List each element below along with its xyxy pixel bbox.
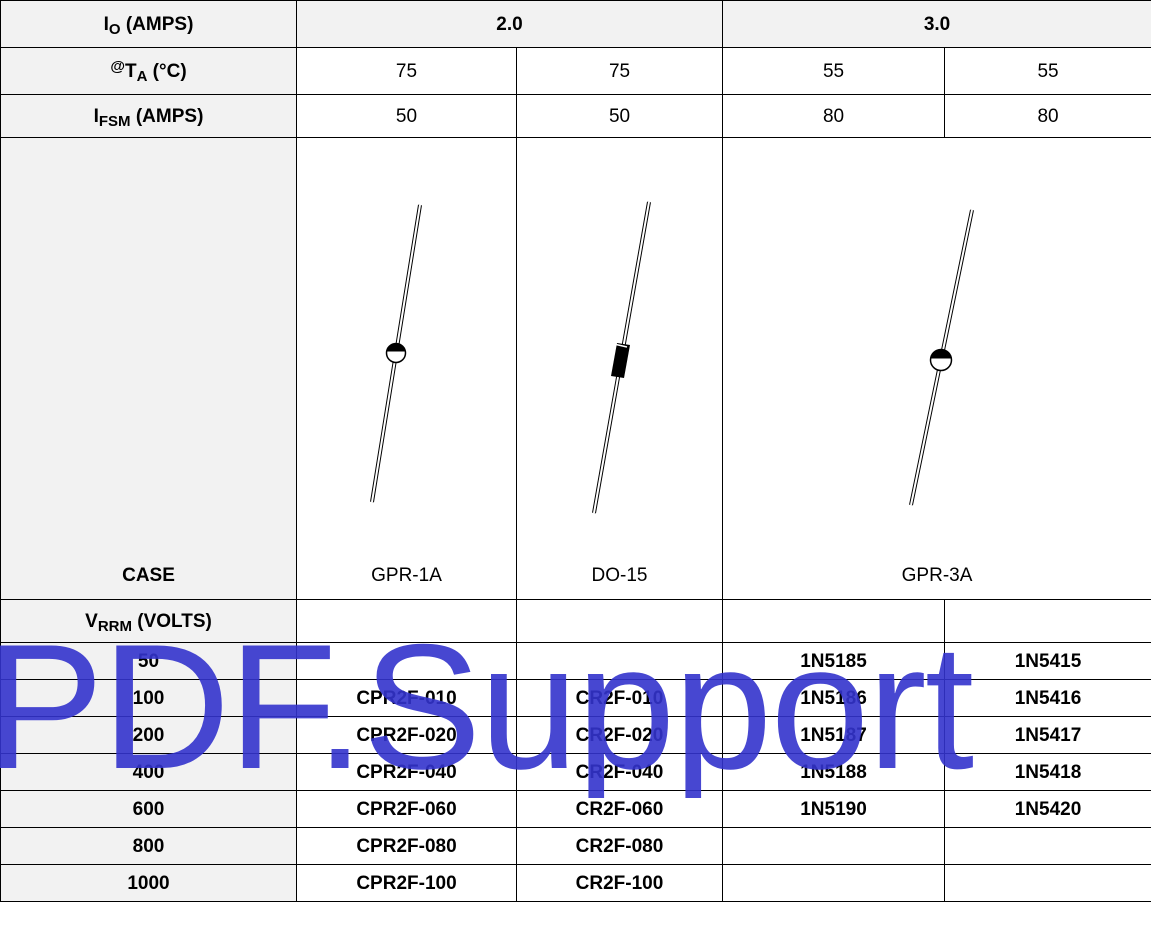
part-number: CPR2F-020	[296, 716, 517, 754]
voltage-row: 800 CPR2F-080 CR2F-080	[0, 827, 1151, 865]
part-number	[515, 642, 724, 680]
ifsm-value: 80	[722, 94, 946, 138]
part-number	[722, 827, 946, 865]
case-label: DO-15	[591, 565, 648, 586]
empty-cell	[722, 599, 946, 643]
part-number: CPR2F-040	[296, 753, 517, 791]
voltage-label: 600	[0, 790, 297, 828]
case-row: CASE GPR-1A	[0, 137, 1151, 600]
part-number: 1N5415	[944, 642, 1151, 680]
voltage-label: 200	[0, 716, 297, 754]
voltage-row: 50 1N5185 1N5415	[0, 642, 1151, 680]
io-row: IO (AMPS) 2.0 3.0	[0, 0, 1151, 48]
case-label: GPR-3A	[901, 565, 973, 586]
part-number: 1N5186	[722, 679, 946, 717]
voltage-label: 1000	[0, 864, 297, 902]
case-cell-gpr1a: GPR-1A	[296, 137, 517, 600]
vrrm-row: VRRM (VOLTS)	[0, 599, 1151, 643]
glass-bead-diode-icon	[909, 209, 974, 506]
voltage-row: 200 CPR2F-020 CR2F-020 1N5187 1N5417	[0, 716, 1151, 754]
case-label: GPR-1A	[371, 565, 442, 586]
part-number: CR2F-020	[515, 716, 724, 754]
part-number: CR2F-040	[515, 753, 724, 791]
ifsm-value: 80	[944, 94, 1151, 138]
part-number: 1N5416	[944, 679, 1151, 717]
voltage-label: 800	[0, 827, 297, 865]
part-number: CR2F-080	[515, 827, 724, 865]
io-header: IO (AMPS)	[0, 0, 297, 48]
part-number: CPR2F-080	[296, 827, 517, 865]
part-number: CPR2F-010	[296, 679, 517, 717]
part-number	[944, 827, 1151, 865]
empty-cell	[944, 599, 1151, 643]
voltage-label: 50	[0, 642, 297, 680]
part-number: 1N5190	[722, 790, 946, 828]
rectifier-selection-table: IO (AMPS) 2.0 3.0 @TA (°C) 75 75 55 55 I…	[0, 0, 1151, 902]
part-number: 1N5185	[722, 642, 946, 680]
io-value-2a: 2.0	[295, 0, 724, 48]
ta-row: @TA (°C) 75 75 55 55	[0, 47, 1151, 95]
ifsm-value: 50	[296, 94, 517, 138]
empty-cell	[515, 599, 724, 643]
ta-value: 75	[296, 47, 517, 95]
voltage-row: 600 CPR2F-060 CR2F-060 1N5190 1N5420	[0, 790, 1151, 828]
case-header: CASE	[0, 137, 297, 600]
voltage-label: 400	[0, 753, 297, 791]
ta-value: 55	[722, 47, 946, 95]
ifsm-value: 50	[515, 94, 724, 138]
empty-cell	[296, 599, 517, 643]
io-value-3a: 3.0	[722, 0, 1151, 48]
vrrm-header: VRRM (VOLTS)	[0, 599, 297, 643]
ifsm-header: IFSM (AMPS)	[0, 94, 297, 138]
part-number: 1N5187	[722, 716, 946, 754]
case-cell-do15: DO-15	[515, 137, 724, 600]
part-number	[722, 864, 946, 902]
glass-bead-diode-icon	[370, 204, 422, 503]
part-number	[296, 642, 517, 680]
part-number: CR2F-010	[515, 679, 724, 717]
case-cell-gpr3a: GPR-3A	[722, 137, 1151, 600]
part-number: 1N5417	[944, 716, 1151, 754]
part-number: CPR2F-100	[296, 864, 517, 902]
part-number: CR2F-060	[515, 790, 724, 828]
axial-cylinder-diode-icon	[592, 201, 651, 514]
part-number: CPR2F-060	[296, 790, 517, 828]
voltage-row: 1000 CPR2F-100 CR2F-100	[0, 864, 1151, 902]
ta-value: 55	[944, 47, 1151, 95]
ta-value: 75	[515, 47, 724, 95]
part-number: 1N5420	[944, 790, 1151, 828]
part-number	[944, 864, 1151, 902]
ta-header: @TA (°C)	[0, 47, 297, 95]
voltage-row: 100 CPR2F-010 CR2F-010 1N5186 1N5416	[0, 679, 1151, 717]
part-number: 1N5188	[722, 753, 946, 791]
voltage-label: 100	[0, 679, 297, 717]
voltage-row: 400 CPR2F-040 CR2F-040 1N5188 1N5418	[0, 753, 1151, 791]
part-number: CR2F-100	[515, 864, 724, 902]
part-number: 1N5418	[944, 753, 1151, 791]
ifsm-row: IFSM (AMPS) 50 50 80 80	[0, 94, 1151, 138]
